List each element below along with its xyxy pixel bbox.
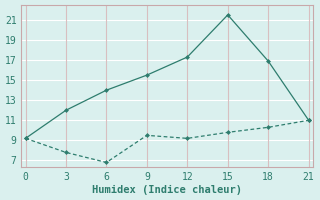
X-axis label: Humidex (Indice chaleur): Humidex (Indice chaleur): [92, 185, 242, 195]
